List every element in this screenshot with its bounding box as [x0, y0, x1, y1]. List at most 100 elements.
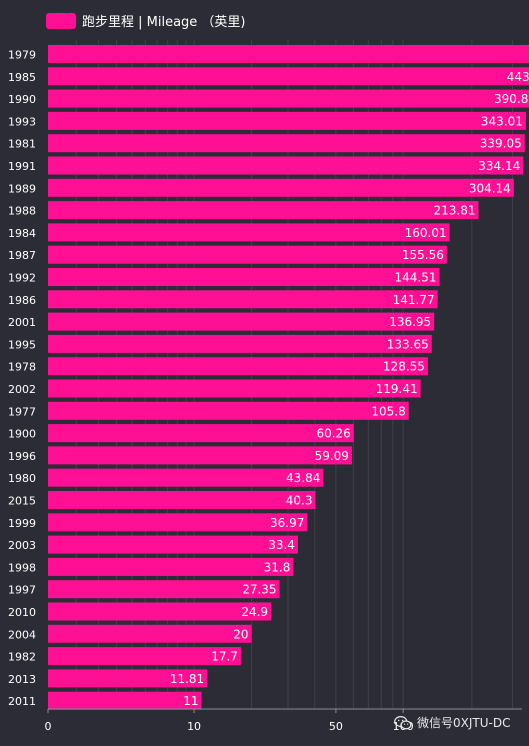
- legend[interactable]: 跑步里程 | Mileage （英里): [46, 11, 246, 30]
- bar-group: 687.87443.32390.81343.01339.05334.14304.…: [48, 45, 529, 710]
- x-axis-labels: 01050100: [45, 708, 522, 733]
- y-axis-tick-label: 1992: [8, 272, 36, 285]
- y-axis-tick-label: 1990: [8, 93, 36, 106]
- y-axis-tick-label: 1978: [8, 361, 36, 374]
- bar: [48, 178, 514, 197]
- bar-value-label: 59.09: [315, 449, 349, 463]
- bar-value-label: 304.14: [469, 181, 511, 195]
- bar: [48, 357, 428, 376]
- bar: [48, 624, 252, 643]
- bar-value-label: 11.81: [170, 672, 204, 686]
- y-axis-tick-label: 2003: [8, 539, 36, 552]
- y-axis-tick-label: 1984: [8, 227, 36, 240]
- bar: [48, 379, 421, 398]
- bar: [48, 45, 529, 63]
- y-axis-tick-label: 1980: [8, 472, 36, 485]
- legend-swatch: [46, 12, 76, 29]
- y-axis-labels: 1979 1985 1990 1993 1981 1991 1989 1988 1984 1987…: [8, 49, 36, 709]
- bar: [48, 424, 354, 443]
- bar-value-label: 339.05: [480, 137, 522, 151]
- y-axis-tick-label: 1989: [8, 182, 36, 195]
- bar: [48, 134, 525, 153]
- bar-value-label: 334.14: [478, 159, 520, 173]
- y-axis-tick-label: 1993: [8, 115, 36, 128]
- bar-value-label: 213.81: [434, 204, 476, 218]
- bar-value-label: 31.8: [264, 560, 291, 574]
- bar-value-label: 60.26: [316, 427, 350, 441]
- bar: [48, 491, 316, 509]
- bar: [48, 111, 526, 130]
- watermark-text: 微信号0XJTU-DC: [417, 716, 511, 730]
- bar-value-label: 33.4: [268, 538, 295, 552]
- bar: [48, 268, 440, 286]
- watermark: 微信号0XJTU-DC: [394, 714, 510, 731]
- bar: [48, 535, 298, 554]
- bar: [48, 245, 447, 264]
- y-axis-tick-label: 1996: [8, 450, 36, 463]
- bar-value-label: 27.35: [242, 583, 276, 597]
- y-axis-tick-label: 1985: [8, 71, 36, 84]
- bar-value-label: 133.65: [387, 337, 429, 351]
- bar: [48, 312, 435, 331]
- bar-value-label: 40.3: [286, 494, 313, 508]
- legend-label: 跑步里程 | Mileage （英里): [82, 15, 246, 30]
- bar-value-label: 443.32: [507, 70, 529, 84]
- bar-value-label: 11: [183, 694, 198, 708]
- y-axis-tick-label: 1998: [8, 561, 36, 574]
- bar: [48, 89, 529, 108]
- y-axis-tick-label: 1991: [8, 160, 36, 173]
- bar: [48, 67, 529, 86]
- y-axis-tick-label: 2010: [8, 606, 36, 619]
- y-axis-tick-label: 1999: [8, 517, 36, 530]
- y-axis-tick-label: 1981: [8, 138, 36, 151]
- bar: [48, 401, 409, 420]
- y-axis-tick-label: 2011: [8, 695, 36, 708]
- bar-value-label: 43.84: [286, 471, 320, 485]
- bar: [48, 468, 324, 487]
- bar: [48, 290, 438, 309]
- y-axis-tick-label: 1977: [8, 405, 36, 418]
- wechat-icon: [394, 715, 412, 729]
- x-axis-tick-label: 10: [187, 720, 201, 733]
- bar-value-label: 160.01: [405, 226, 447, 240]
- bar-value-label: 105.8: [371, 404, 405, 418]
- bar-value-label: 20: [233, 627, 248, 641]
- bar: [48, 223, 450, 242]
- bar-value-label: 36.97: [270, 516, 304, 530]
- y-axis-tick-label: 1900: [8, 428, 36, 441]
- bar: [48, 557, 294, 576]
- bar-value-label: 155.56: [402, 248, 444, 262]
- bar: [48, 201, 479, 220]
- bar: [48, 691, 202, 710]
- x-axis-tick-label: 50: [329, 720, 343, 733]
- bar: [48, 580, 280, 599]
- bar: [48, 513, 308, 532]
- y-axis-tick-label: 1997: [8, 584, 36, 597]
- bar-value-label: 119.41: [376, 382, 418, 396]
- bar-value-label: 24.9: [241, 605, 268, 619]
- bar: [48, 647, 241, 666]
- y-axis-tick-label: 1982: [8, 651, 36, 664]
- bar: [48, 156, 524, 175]
- bar-value-label: 136.95: [389, 315, 431, 329]
- bar-value-label: 141.77: [393, 293, 435, 307]
- y-axis-tick-label: 1987: [8, 249, 36, 262]
- bar-value-label: 390.81: [494, 92, 529, 106]
- y-axis-tick-label: 2013: [8, 673, 36, 686]
- bar-value-label: 128.55: [383, 360, 425, 374]
- y-axis-tick-label: 1979: [8, 49, 36, 62]
- bar: [48, 602, 272, 621]
- bar: [48, 669, 208, 688]
- bar-value-label: 144.51: [395, 271, 437, 285]
- y-axis-tick-label: 1986: [8, 294, 36, 307]
- bar-value-label: 343.01: [481, 114, 523, 128]
- x-axis-tick-label: 0: [45, 720, 52, 733]
- y-axis-tick-label: 1995: [8, 338, 36, 351]
- y-axis-tick-label: 2001: [8, 316, 36, 329]
- bar: [48, 334, 432, 353]
- bar-value-label: 17.7: [211, 650, 238, 664]
- y-axis-tick-label: 1988: [8, 205, 36, 218]
- y-axis-tick-label: 2002: [8, 383, 36, 396]
- bar: [48, 446, 352, 465]
